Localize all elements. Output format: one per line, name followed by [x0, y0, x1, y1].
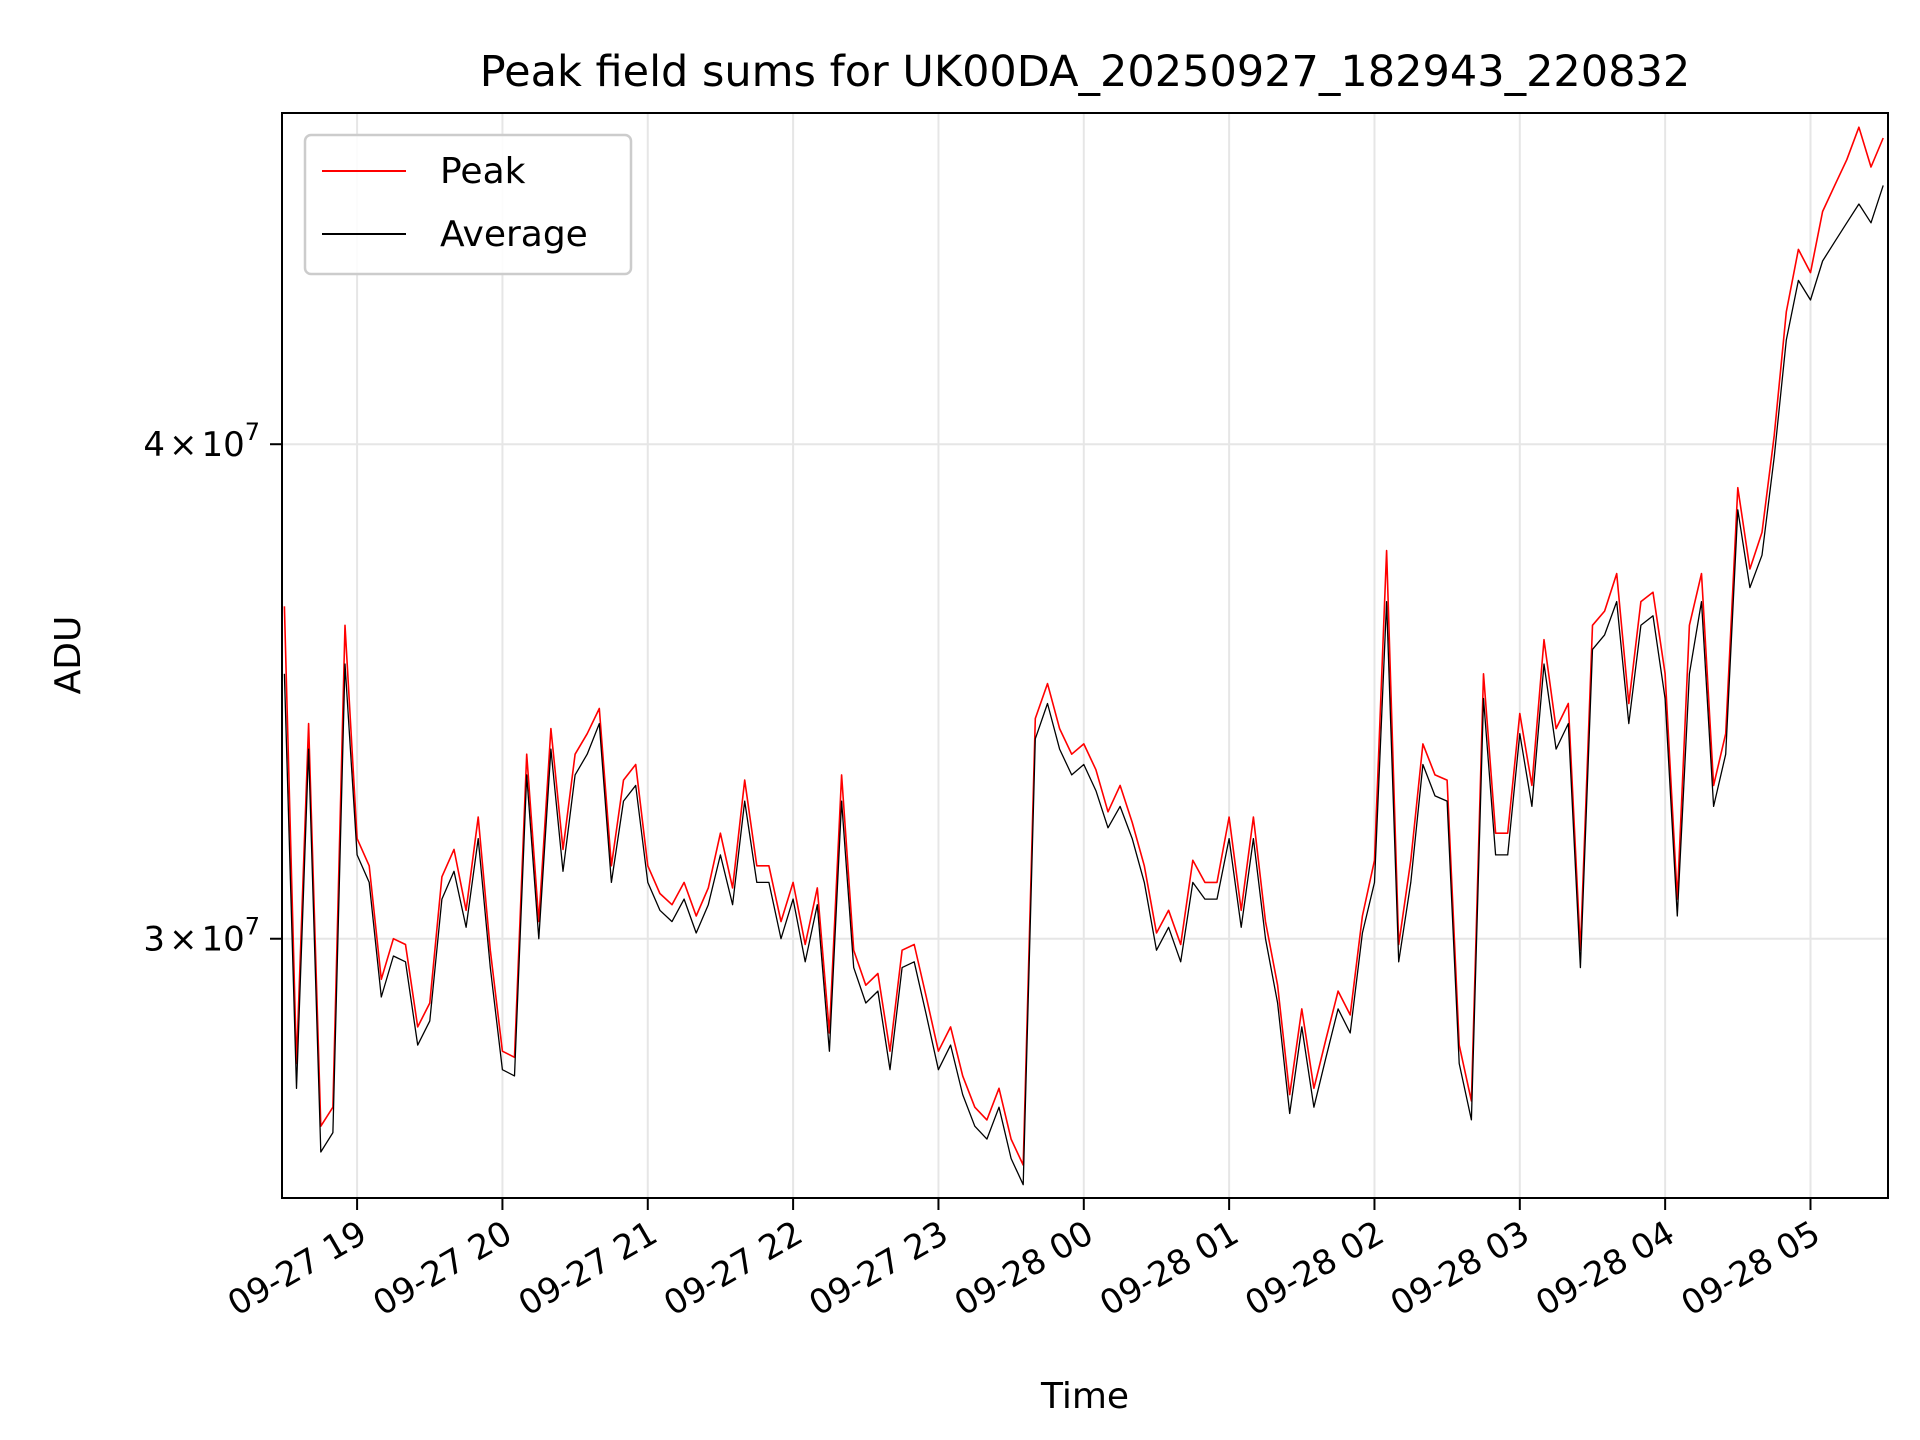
chart-title: Peak field sums for UK00DA_20250927_1829… [480, 47, 1690, 97]
y-tick-exponent: 7 [245, 913, 260, 941]
y-tick-label: 3 × 107 [143, 913, 260, 960]
legend-box [303, 133, 633, 276]
grid [282, 113, 1888, 1198]
y-tick-exponent: 7 [245, 418, 260, 446]
y-tick-times: × [169, 920, 198, 960]
plot-series [283, 126, 1884, 1186]
y-tick-mantissa: 4 [143, 425, 165, 465]
legend: Peak Average [303, 133, 633, 276]
legend-label-peak: Peak [440, 151, 526, 192]
x-axis-label: Time [1040, 1376, 1129, 1417]
y-tick-mantissa: 3 [143, 920, 165, 960]
y-tick-times: × [169, 425, 198, 465]
y-tick-base: 10 [201, 425, 244, 465]
series-line-average [283, 185, 1884, 1186]
y-tick-label: 4 × 107 [143, 418, 260, 465]
y-tick-base: 10 [201, 920, 244, 960]
series-line-peak [283, 126, 1884, 1166]
plot-frame [281, 112, 1889, 1199]
legend-label-average: Average [440, 214, 588, 255]
y-axis-label: ADU [48, 616, 89, 695]
